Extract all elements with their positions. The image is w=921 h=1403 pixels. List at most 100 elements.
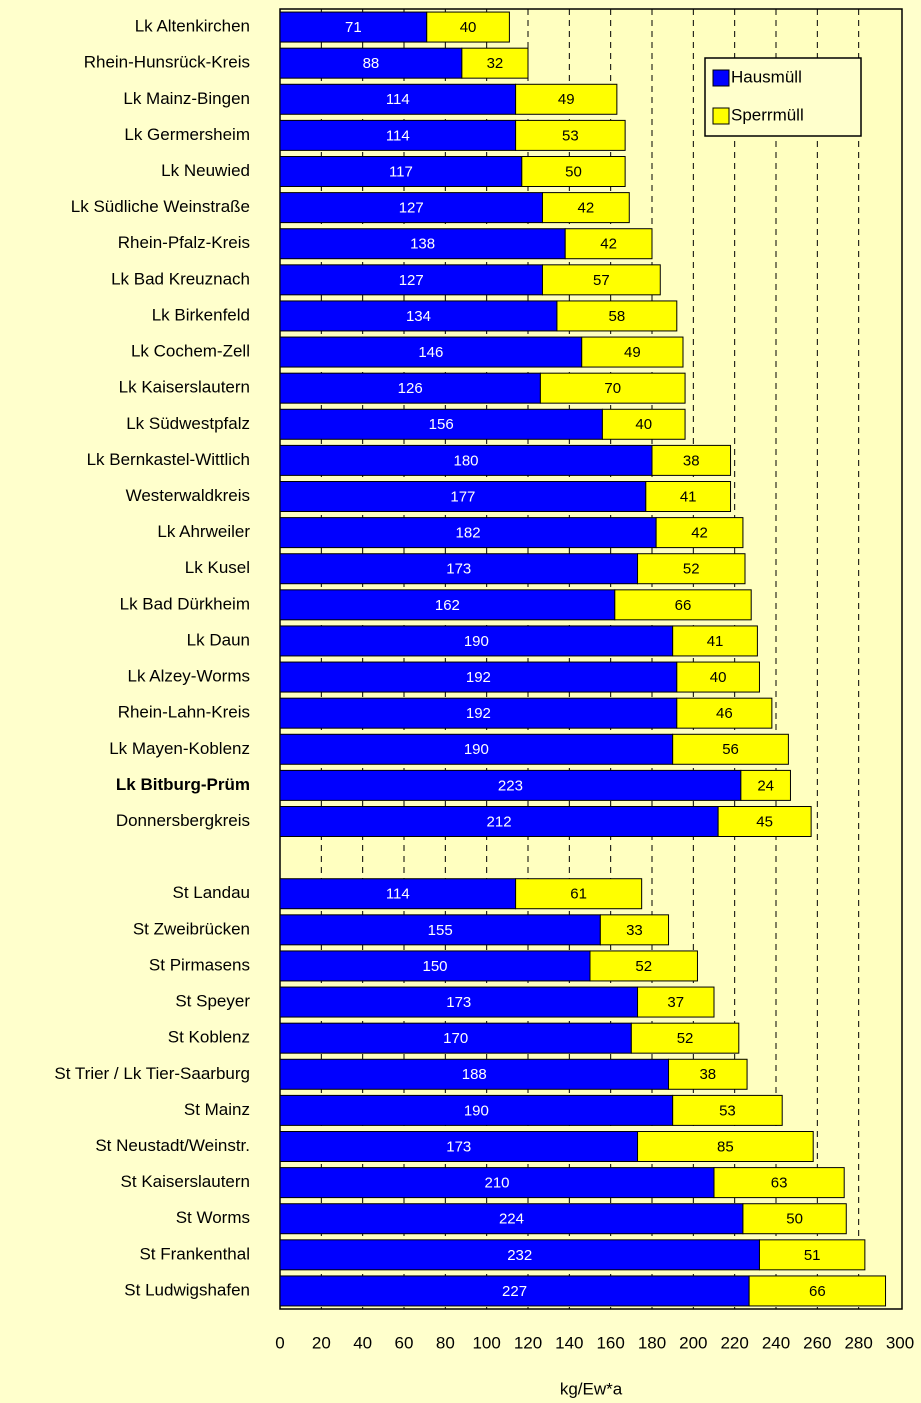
y-tick-label: Westerwaldkreis (126, 486, 250, 505)
bar-segment (589, 950, 698, 982)
y-tick-label: Lk Südwestpfalz (126, 414, 250, 433)
data-label: 190 (464, 1102, 489, 1119)
data-label: 38 (683, 452, 700, 469)
bar-segment (279, 589, 616, 621)
bar-segment (637, 986, 715, 1018)
data-label: 223 (498, 777, 523, 794)
bar-segment (521, 156, 626, 187)
bar-segment (279, 228, 566, 260)
bar-segment (426, 11, 510, 43)
bar-segment (279, 1022, 632, 1054)
legend-label: Hausmüll (731, 67, 802, 86)
bar-segment (748, 1275, 887, 1307)
data-label: 52 (677, 1030, 694, 1047)
data-label: 33 (626, 922, 643, 939)
y-tick-label: Lk Neuwied (161, 161, 250, 180)
data-label: 41 (707, 633, 724, 650)
y-tick-label: Lk Mayen-Koblenz (109, 739, 250, 758)
y-tick-label: St Koblenz (168, 1028, 250, 1047)
bar-segment (758, 1239, 866, 1271)
bar-segment (637, 553, 746, 585)
x-tick-label: 100 (472, 1333, 500, 1352)
x-tick-label: 300 (886, 1333, 914, 1352)
data-label: 155 (428, 922, 453, 939)
y-tick-label: St Kaiserslautern (121, 1172, 250, 1191)
data-label: 210 (484, 1175, 509, 1192)
y-tick-label: Rhein-Hunsrück-Kreis (84, 53, 250, 72)
data-label: 70 (604, 380, 621, 397)
bar-segment (279, 517, 657, 549)
plot-area (279, 8, 903, 1310)
data-label: 182 (456, 525, 481, 542)
y-tick-label: Lk Altenkirchen (135, 17, 250, 36)
y-tick-label: St Frankenthal (139, 1244, 250, 1263)
bar-segment (279, 697, 678, 729)
data-label: 51 (804, 1247, 821, 1264)
data-label: 66 (809, 1283, 826, 1300)
bar-segment (742, 1203, 847, 1235)
x-tick-label: 40 (353, 1333, 372, 1352)
bar-segment (279, 914, 601, 946)
data-label: 46 (716, 705, 733, 722)
bar-segment (515, 83, 618, 115)
y-tick-label: Donnersbergkreis (116, 811, 250, 830)
bar-segment (717, 806, 812, 837)
y-tick-label: St Neustadt/Weinstr. (95, 1136, 250, 1155)
data-label: 50 (565, 163, 582, 180)
bar-segment (601, 408, 686, 440)
data-label: 192 (466, 705, 491, 722)
data-label: 126 (398, 380, 423, 397)
data-label: 188 (462, 1066, 487, 1083)
bar-segment (672, 733, 789, 765)
data-label: 38 (699, 1066, 716, 1083)
data-label: 114 (386, 91, 410, 108)
data-label: 232 (507, 1247, 532, 1264)
bar-segment (655, 517, 744, 549)
x-tick-label: 260 (803, 1333, 831, 1352)
y-tick-label: Lk Kaiserslautern (119, 378, 250, 397)
y-tick-label: Lk Bad Kreuznach (111, 269, 250, 288)
data-label: 40 (460, 19, 477, 36)
data-label: 117 (389, 163, 413, 180)
bar-segment (599, 914, 670, 946)
bar-segment (279, 1275, 750, 1307)
bar-segment (279, 1239, 760, 1271)
legend-box (704, 57, 862, 137)
data-label: 49 (558, 91, 575, 108)
bar-segment (279, 553, 639, 585)
bar-segment (539, 372, 686, 404)
data-label: 24 (757, 777, 774, 794)
bar-segment (279, 661, 678, 693)
bar-segment (279, 481, 647, 512)
data-label: 37 (667, 994, 684, 1011)
y-tick-label: St Mainz (184, 1100, 250, 1119)
bar-segment (740, 769, 791, 801)
y-tick-label: Lk Birkenfeld (152, 305, 250, 324)
y-tick-label: Rhein-Lahn-Kreis (118, 703, 250, 722)
bar-segment (279, 986, 639, 1018)
data-label: 58 (609, 308, 626, 325)
y-tick-label: St Pirmasens (149, 955, 250, 974)
bar-segment (672, 625, 758, 657)
bar-segment (279, 1131, 639, 1162)
data-label: 173 (446, 561, 471, 578)
bar-segment (279, 769, 742, 801)
x-tick-label: 160 (596, 1333, 624, 1352)
data-label: 146 (418, 344, 443, 361)
data-label: 180 (453, 452, 478, 469)
bar-segment (672, 1094, 783, 1126)
y-tick-label: Lk Mainz-Bingen (123, 89, 250, 108)
y-tick-label: St Ludwigshafen (124, 1280, 250, 1299)
data-label: 63 (771, 1175, 788, 1192)
x-tick-label: 240 (762, 1333, 790, 1352)
legend-swatch (712, 69, 730, 87)
x-tick-label: 140 (555, 1333, 583, 1352)
bar-segment (637, 1131, 814, 1162)
bar-segment (713, 1167, 845, 1199)
y-tick-label: Lk Daun (187, 630, 250, 649)
data-label: 32 (487, 55, 504, 72)
bar-segment (564, 228, 653, 260)
bar-segment (279, 733, 674, 765)
data-label: 52 (635, 958, 652, 975)
y-tick-label: Lk Südliche Weinstraße (71, 197, 250, 216)
